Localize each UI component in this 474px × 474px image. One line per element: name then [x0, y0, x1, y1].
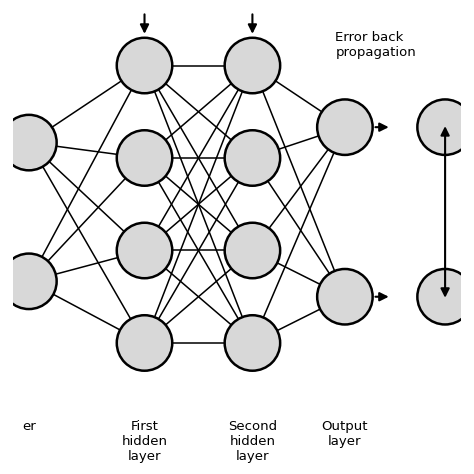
Circle shape: [117, 315, 172, 371]
Circle shape: [225, 38, 280, 93]
Circle shape: [417, 100, 473, 155]
Circle shape: [317, 269, 373, 325]
Circle shape: [317, 100, 373, 155]
Text: Second
hidden
layer: Second hidden layer: [228, 420, 277, 463]
Circle shape: [417, 269, 473, 325]
Text: Error back
propagation: Error back propagation: [336, 31, 416, 59]
Circle shape: [225, 130, 280, 186]
Circle shape: [117, 38, 172, 93]
Circle shape: [1, 115, 57, 170]
Text: er: er: [22, 420, 36, 433]
Circle shape: [225, 223, 280, 278]
Circle shape: [225, 315, 280, 371]
Text: First
hidden
layer: First hidden layer: [121, 420, 167, 463]
Circle shape: [117, 223, 172, 278]
Text: Output
layer: Output layer: [322, 420, 368, 448]
Circle shape: [117, 130, 172, 186]
Circle shape: [1, 254, 57, 309]
